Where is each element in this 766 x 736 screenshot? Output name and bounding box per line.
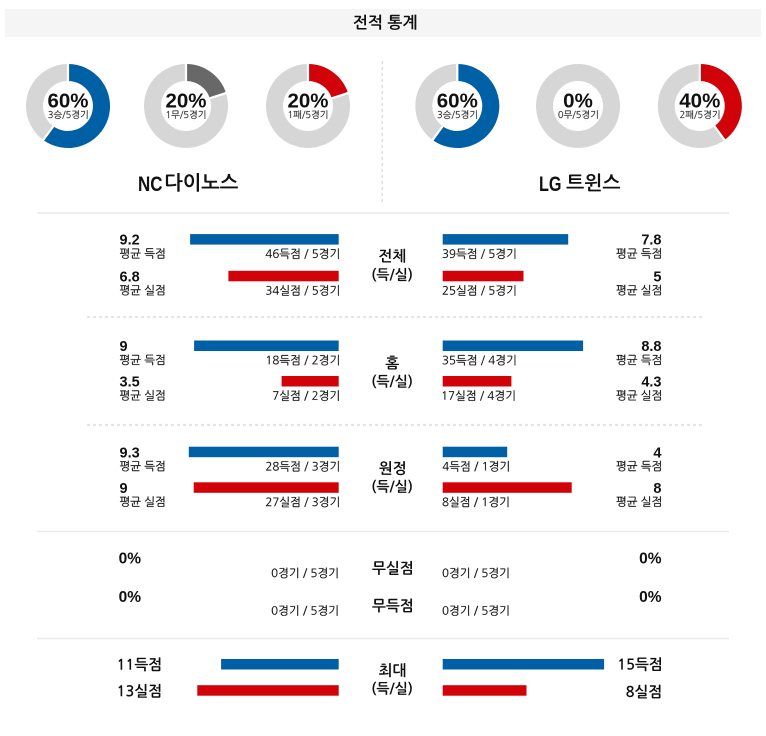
svg-text:0%: 0%: [639, 589, 662, 606]
svg-text:9.3: 9.3: [120, 445, 140, 461]
svg-text:3.5: 3.5: [120, 375, 140, 391]
svg-text:60%: 60%: [437, 90, 478, 113]
svg-text:NC: NC: [138, 173, 163, 196]
svg-text:9.2: 9.2: [120, 233, 140, 249]
svg-text:0%: 0%: [119, 550, 142, 567]
svg-text:5: 5: [653, 269, 661, 285]
svg-text:4.3: 4.3: [641, 375, 661, 391]
svg-text:0%: 0%: [639, 550, 662, 567]
svg-text:6.8: 6.8: [120, 269, 140, 285]
svg-text:9: 9: [120, 339, 128, 355]
svg-text:4: 4: [653, 445, 661, 461]
svg-text:8: 8: [653, 481, 661, 497]
svg-text:20%: 20%: [165, 90, 206, 113]
svg-text:LG: LG: [539, 173, 562, 196]
svg-text:0%: 0%: [563, 90, 593, 113]
svg-text:8.8: 8.8: [641, 339, 661, 355]
svg-text:60%: 60%: [47, 90, 88, 113]
svg-text:7.8: 7.8: [641, 233, 661, 249]
svg-text:9: 9: [120, 481, 128, 497]
svg-text:20%: 20%: [287, 90, 328, 113]
svg-text:40%: 40%: [679, 90, 720, 113]
svg-text:0%: 0%: [119, 589, 142, 606]
